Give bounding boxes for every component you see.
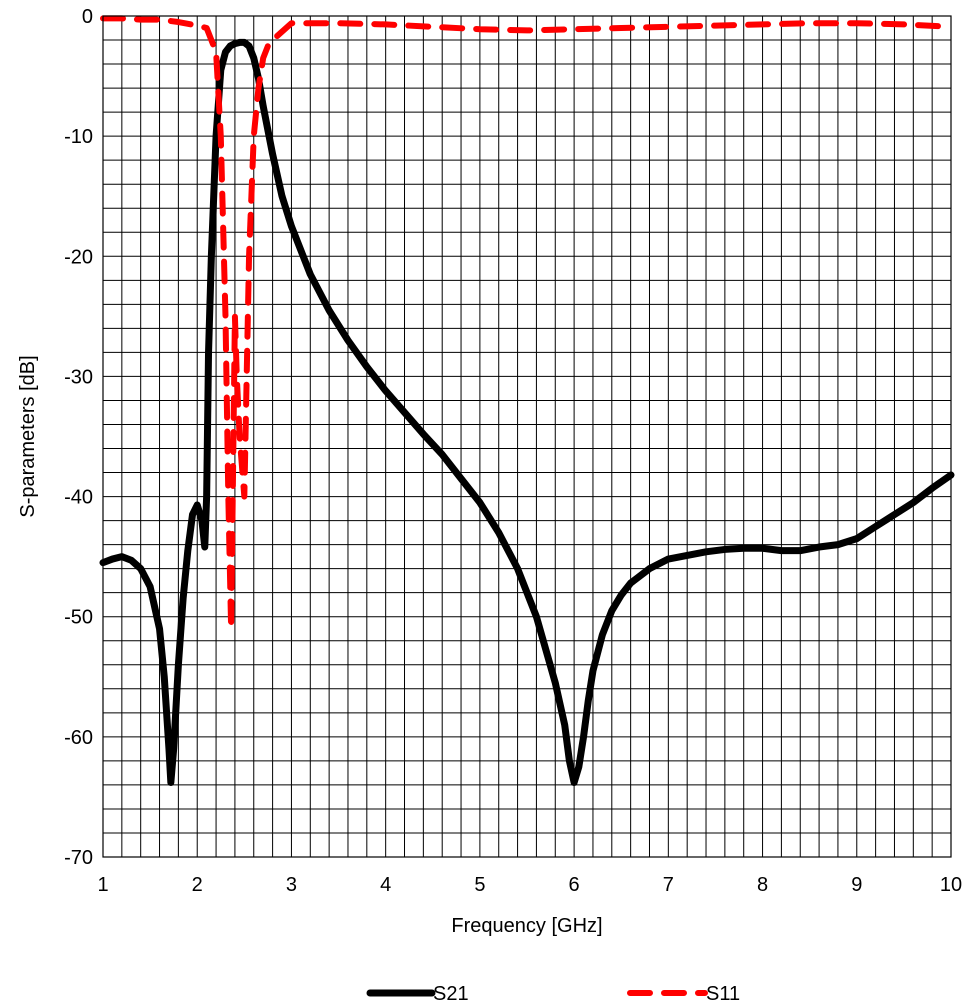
- series-line-s11: [100, 15, 954, 632]
- y-tick-label: -10: [64, 126, 93, 148]
- y-tick-label: -50: [64, 607, 93, 629]
- x-tick-label: 2: [192, 874, 203, 896]
- legend: S21 S11: [366, 983, 740, 1005]
- legend-label-s11: S11: [706, 983, 740, 1005]
- x-tick-label: 10: [940, 874, 962, 896]
- x-tick-label: 7: [663, 874, 674, 896]
- y-tick-label: -70: [64, 847, 93, 869]
- x-tick-label: 3: [286, 874, 297, 896]
- x-tick-label: 8: [757, 874, 768, 896]
- y-axis-title: S-parameters [dB]: [17, 355, 39, 517]
- x-tick-label: 6: [569, 874, 580, 896]
- y-tick-label: 0: [82, 6, 93, 28]
- x-axis-ticks: 1 2 3 4 5 6 7 8 9 10: [97, 874, 962, 896]
- x-tick-label: 4: [380, 874, 391, 896]
- x-tick-label: 5: [474, 874, 485, 896]
- series-layer: [99, 15, 955, 787]
- y-axis-ticks: 0 -10 -20 -30 -40 -50 -60 -70: [64, 6, 93, 869]
- x-axis-title: Frequency [GHz]: [451, 915, 602, 937]
- plot-border: [102, 15, 952, 858]
- y-tick-label: -40: [64, 487, 93, 509]
- legend-label-s21: S21: [433, 983, 469, 1005]
- x-tick-label: 9: [851, 874, 862, 896]
- x-tick-label: 1: [97, 874, 108, 896]
- y-tick-label: -20: [64, 246, 93, 268]
- y-tick-label: -60: [64, 727, 93, 749]
- y-tick-label: -30: [64, 366, 93, 388]
- series-line-s21: [99, 38, 955, 787]
